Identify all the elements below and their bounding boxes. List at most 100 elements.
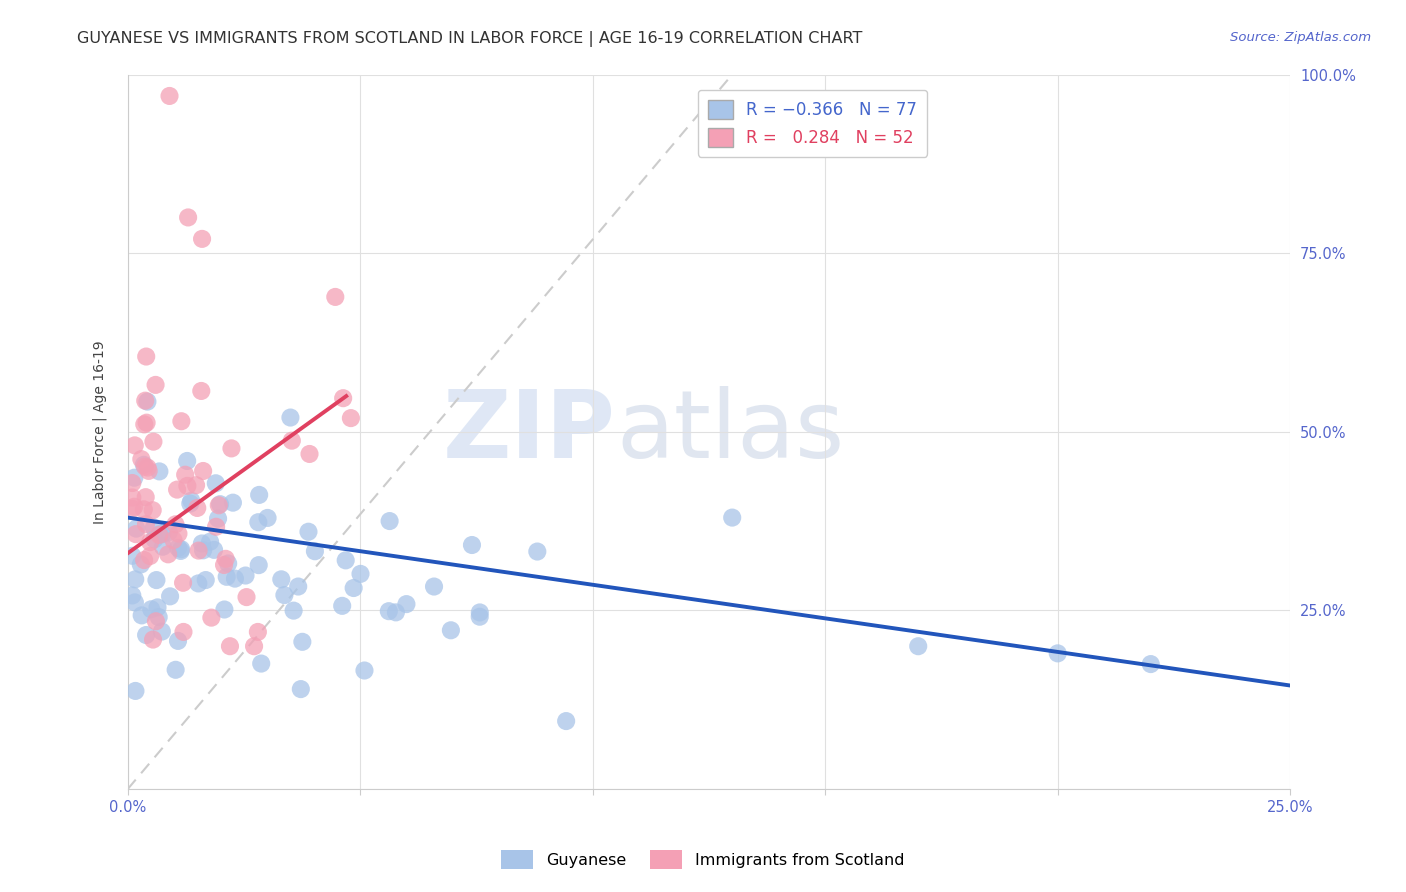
Point bbox=[135, 517, 157, 532]
Point bbox=[122, 500, 145, 514]
Point bbox=[440, 624, 463, 638]
Point bbox=[378, 514, 401, 528]
Point bbox=[143, 533, 166, 547]
Point bbox=[187, 576, 209, 591]
Point bbox=[148, 528, 170, 542]
Point bbox=[395, 597, 418, 611]
Point bbox=[235, 568, 257, 582]
Point bbox=[298, 447, 321, 461]
Point bbox=[349, 566, 371, 581]
Point bbox=[191, 543, 214, 558]
Point bbox=[134, 553, 156, 567]
Point bbox=[145, 614, 167, 628]
Point bbox=[353, 664, 375, 678]
Point bbox=[281, 434, 304, 448]
Point bbox=[180, 493, 202, 508]
Point bbox=[208, 498, 231, 512]
Point bbox=[141, 602, 163, 616]
Point bbox=[124, 438, 146, 452]
Point bbox=[142, 434, 165, 449]
Point bbox=[132, 458, 155, 472]
Point bbox=[142, 632, 165, 647]
Point bbox=[217, 557, 239, 571]
Point bbox=[215, 552, 238, 566]
Point bbox=[159, 590, 181, 604]
Point bbox=[200, 610, 222, 624]
Legend: Guyanese, Immigrants from Scotland: Guyanese, Immigrants from Scotland bbox=[495, 844, 911, 875]
Point bbox=[191, 232, 214, 246]
Point bbox=[555, 714, 578, 728]
Point bbox=[207, 511, 229, 525]
Point bbox=[138, 464, 160, 478]
Point bbox=[235, 590, 257, 604]
Point bbox=[191, 536, 214, 550]
Point bbox=[121, 475, 143, 490]
Text: Source: ZipAtlas.com: Source: ZipAtlas.com bbox=[1230, 31, 1371, 45]
Point bbox=[209, 497, 232, 511]
Point bbox=[124, 684, 146, 698]
Text: ZIP: ZIP bbox=[443, 386, 616, 478]
Point bbox=[526, 544, 548, 558]
Point bbox=[187, 543, 209, 558]
Point bbox=[184, 478, 207, 492]
Point bbox=[219, 639, 242, 653]
Point bbox=[323, 290, 346, 304]
Point bbox=[222, 496, 245, 510]
Point bbox=[172, 575, 194, 590]
Point bbox=[335, 553, 357, 567]
Point bbox=[270, 572, 292, 586]
Point bbox=[134, 459, 156, 474]
Point bbox=[176, 479, 198, 493]
Point bbox=[247, 558, 270, 573]
Point bbox=[129, 558, 152, 572]
Point bbox=[246, 624, 269, 639]
Point bbox=[907, 639, 929, 653]
Point bbox=[194, 573, 217, 587]
Point bbox=[385, 606, 408, 620]
Point bbox=[176, 454, 198, 468]
Point bbox=[423, 580, 446, 594]
Point bbox=[256, 511, 278, 525]
Point bbox=[250, 657, 273, 671]
Point bbox=[125, 522, 148, 536]
Point bbox=[1046, 646, 1069, 660]
Point bbox=[148, 610, 170, 624]
Point bbox=[121, 589, 143, 603]
Point bbox=[145, 573, 167, 587]
Point bbox=[139, 549, 162, 563]
Point bbox=[378, 604, 401, 618]
Point bbox=[165, 517, 187, 532]
Point bbox=[132, 502, 155, 516]
Point bbox=[198, 534, 221, 549]
Point bbox=[205, 520, 228, 534]
Point bbox=[162, 533, 184, 547]
Point bbox=[461, 538, 484, 552]
Point bbox=[221, 442, 243, 456]
Point bbox=[224, 572, 246, 586]
Point bbox=[1139, 657, 1161, 671]
Text: GUYANESE VS IMMIGRANTS FROM SCOTLAND IN LABOR FORCE | AGE 16-19 CORRELATION CHAR: GUYANESE VS IMMIGRANTS FROM SCOTLAND IN … bbox=[77, 31, 863, 47]
Point bbox=[190, 384, 212, 398]
Point bbox=[149, 527, 172, 541]
Point bbox=[283, 604, 305, 618]
Point bbox=[157, 547, 180, 561]
Point bbox=[332, 391, 354, 405]
Point bbox=[247, 515, 270, 529]
Point bbox=[165, 663, 187, 677]
Point bbox=[121, 501, 143, 516]
Point bbox=[343, 581, 366, 595]
Point bbox=[340, 411, 363, 425]
Point bbox=[139, 535, 162, 549]
Point bbox=[125, 527, 148, 541]
Point bbox=[166, 483, 188, 497]
Point bbox=[121, 491, 143, 505]
Point bbox=[136, 394, 159, 409]
Point bbox=[247, 488, 270, 502]
Point bbox=[202, 542, 225, 557]
Point bbox=[159, 89, 181, 103]
Point bbox=[124, 572, 146, 586]
Point bbox=[135, 350, 157, 364]
Point bbox=[170, 542, 193, 557]
Point bbox=[167, 541, 190, 555]
Point bbox=[131, 452, 153, 467]
